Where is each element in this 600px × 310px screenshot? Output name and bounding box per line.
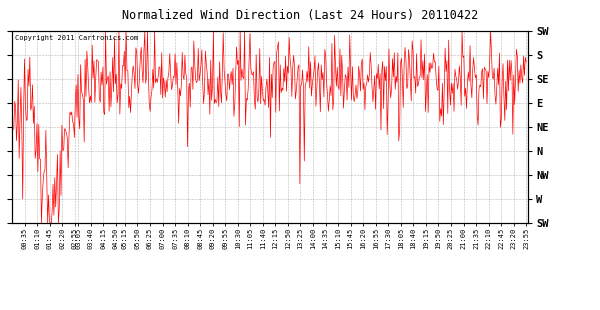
Text: Normalized Wind Direction (Last 24 Hours) 20110422: Normalized Wind Direction (Last 24 Hours… bbox=[122, 9, 478, 22]
Text: Copyright 2011 Cartronics.com: Copyright 2011 Cartronics.com bbox=[14, 35, 138, 41]
